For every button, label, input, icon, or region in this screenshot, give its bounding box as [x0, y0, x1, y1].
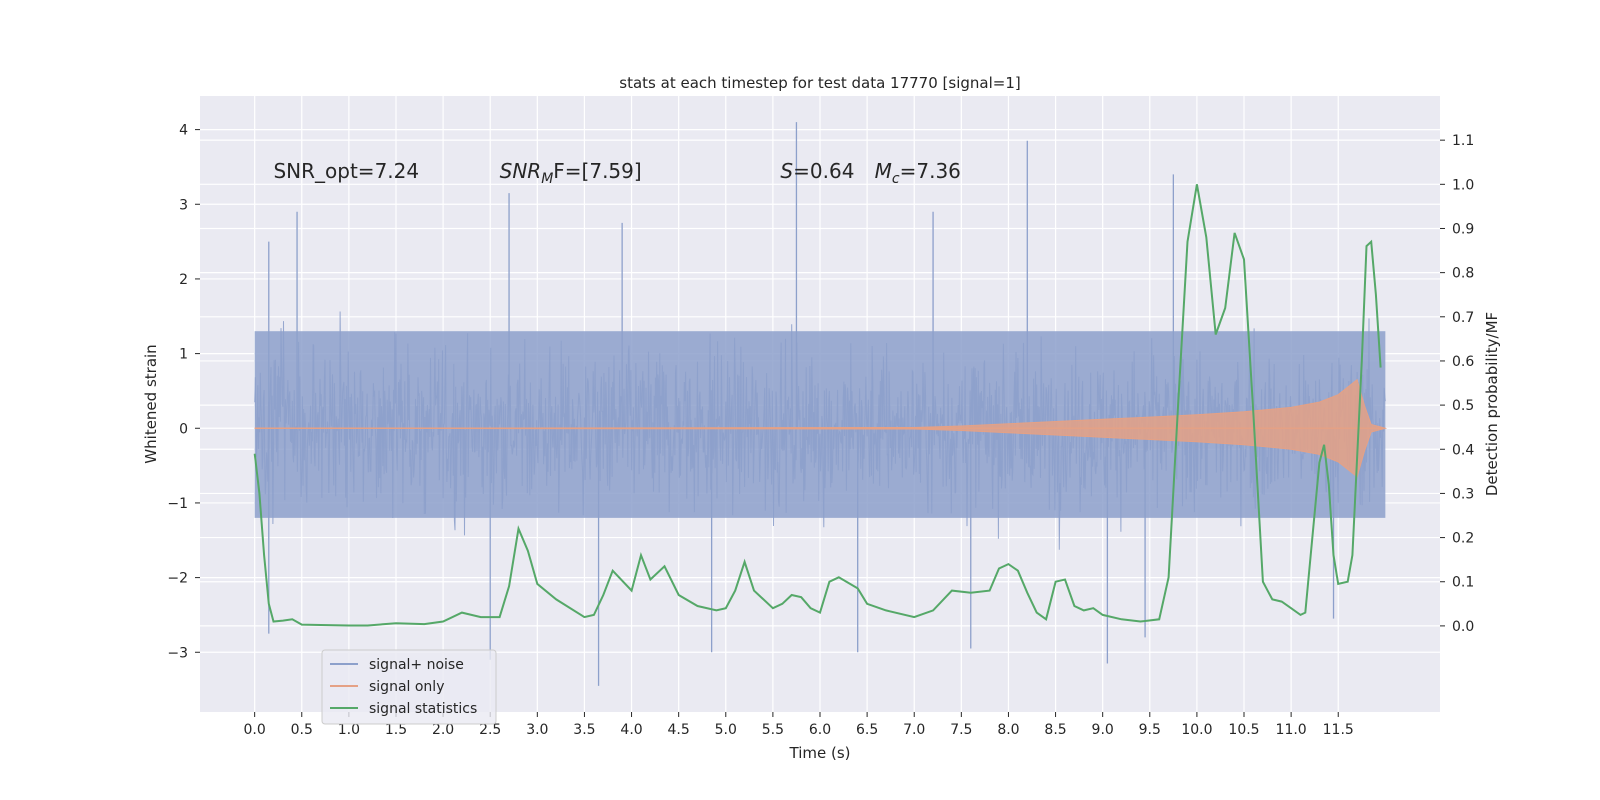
- legend-label-signal-only: signal only: [369, 679, 444, 695]
- x-tick-label: 9.0: [1092, 722, 1114, 738]
- x-tick-label: 6.0: [809, 722, 831, 738]
- x-axis-label: Time (s): [789, 744, 851, 762]
- y-right-tick-label: 0.9: [1452, 221, 1474, 237]
- x-tick-label: 8.0: [997, 722, 1019, 738]
- y-right-tick-label: 0.0: [1452, 619, 1474, 635]
- y-right-tick-label: 0.4: [1452, 442, 1474, 458]
- y-right-tick-label: 0.1: [1452, 575, 1474, 591]
- x-tick-label: 7.5: [950, 722, 972, 738]
- y-right-axis-ticks: 0.0 0.1 0.2 0.3 0.4 0.5 0.6 0.7 0.8 0.9 1.0 1.1: [1440, 133, 1474, 635]
- legend: signal+ noise signal only signal statist…: [321, 649, 497, 725]
- y-left-tick-label: −3: [167, 645, 188, 661]
- y-right-axis-label: Detection probability/MF: [1483, 312, 1501, 496]
- x-tick-label: 3.5: [573, 722, 595, 738]
- x-tick-label: 4.0: [620, 722, 642, 738]
- x-tick-label: 10.5: [1228, 722, 1259, 738]
- y-left-axis-ticks: −3 −2 −1 0 1 2 3 4: [167, 123, 200, 661]
- y-right-tick-label: 0.7: [1452, 310, 1474, 326]
- annotation-mc: Mc=7.36: [875, 159, 961, 187]
- x-tick-label: 9.5: [1139, 722, 1161, 738]
- annotations: SNR_opt=7.24 SNRMF=[7.59] S=0.64 Mc=7.36: [273, 159, 960, 187]
- x-tick-label: 2.5: [479, 722, 501, 738]
- legend-label-signal-statistics: signal statistics: [369, 701, 477, 717]
- y-left-tick-label: 2: [179, 272, 188, 288]
- x-tick-label: 1.0: [338, 722, 360, 738]
- y-right-tick-label: 0.8: [1452, 266, 1474, 282]
- legend-label-signal-plus-noise: signal+ noise: [369, 657, 464, 673]
- x-tick-label: 5.5: [762, 722, 784, 738]
- y-right-tick-label: 0.5: [1452, 398, 1474, 414]
- signal-statistics-line: [253, 184, 1382, 627]
- x-tick-label: 1.5: [385, 722, 407, 738]
- x-tick-label: 11.5: [1323, 722, 1354, 738]
- y-left-tick-label: 3: [179, 197, 188, 213]
- annotation-s: S=0.64: [780, 159, 854, 183]
- noise-trace: [254, 311, 1386, 550]
- y-right-tick-label: 0.3: [1452, 486, 1474, 502]
- series-signal-statistics: [253, 184, 1382, 627]
- annotation-snr-mf: SNRMF=[7.59]: [500, 159, 642, 187]
- y-left-axis-label: Whitened strain: [142, 344, 160, 463]
- x-tick-label: 8.5: [1044, 722, 1066, 738]
- y-left-tick-label: 1: [179, 347, 188, 363]
- y-right-tick-label: 1.0: [1452, 177, 1474, 193]
- x-tick-label: 0.0: [244, 722, 266, 738]
- x-tick-label: 5.0: [715, 722, 737, 738]
- x-tick-label: 7.0: [903, 722, 925, 738]
- x-axis-ticks: 0.0 0.5 1.0 1.5 2.0 2.5 3.0 3.5 4.0 4.5 5.0 5.5 6.0 6…: [244, 712, 1354, 738]
- x-tick-label: 4.5: [668, 722, 690, 738]
- x-tick-label: 0.5: [291, 722, 313, 738]
- y-right-tick-label: 0.2: [1452, 531, 1474, 547]
- y-left-tick-label: −2: [167, 571, 188, 587]
- y-left-tick-label: 0: [179, 421, 188, 437]
- x-tick-label: 10.0: [1181, 722, 1212, 738]
- y-right-tick-label: 1.1: [1452, 133, 1474, 149]
- legend-box: [321, 649, 497, 725]
- series-signal-only: [254, 378, 1388, 478]
- chart-title: stats at each timestep for test data 177…: [619, 74, 1020, 92]
- x-tick-label: 11.0: [1276, 722, 1307, 738]
- y-right-tick-label: 0.6: [1452, 354, 1474, 370]
- y-left-tick-label: 4: [179, 123, 188, 139]
- x-tick-label: 2.0: [432, 722, 454, 738]
- x-tick-label: 3.0: [526, 722, 548, 738]
- annotation-snr-opt: SNR_opt=7.24: [273, 159, 419, 183]
- y-left-tick-label: −1: [167, 496, 188, 512]
- x-tick-label: 6.5: [856, 722, 878, 738]
